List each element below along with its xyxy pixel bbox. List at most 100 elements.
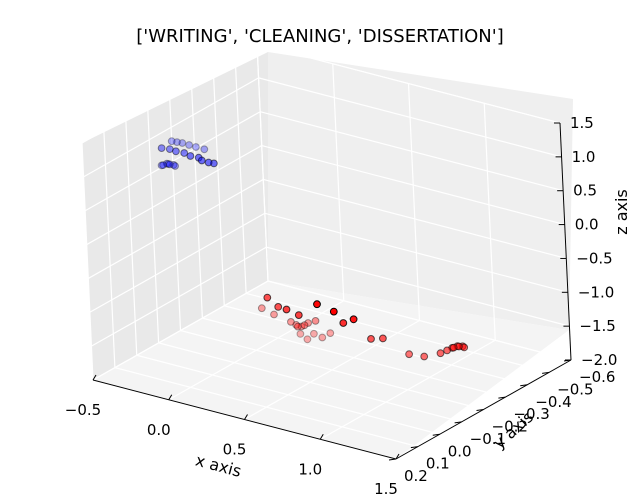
pane-edge [256, 43, 561, 124]
y-tick-label: −0.6 [579, 368, 615, 386]
z-tick-label: −0.5 [576, 249, 612, 267]
y-gridline-left [168, 93, 182, 331]
data-point-series-1 [296, 330, 305, 338]
y-tick-label: −0.5 [557, 380, 593, 398]
data-point-series-0 [180, 149, 189, 157]
z-gridline-back [263, 178, 567, 260]
y-gridline-floor [202, 317, 506, 398]
data-point-series-0 [197, 156, 206, 165]
data-point-series-0 [204, 158, 213, 167]
y-gridline-left [212, 68, 225, 306]
data-point-series-0 [167, 137, 176, 146]
z-axis-label: z axis [612, 189, 631, 235]
y-gridline-left [234, 56, 247, 294]
data-point-series-0 [159, 161, 168, 170]
x-gridline-back [332, 63, 345, 301]
z-tick-label: 1.0 [572, 148, 596, 166]
z-gridline-back [266, 246, 570, 327]
y-tick-label: 0.0 [448, 442, 472, 460]
data-points [157, 137, 469, 361]
data-point-series-0 [165, 160, 174, 169]
x-tick [395, 453, 400, 460]
data-point-series-1 [287, 318, 295, 326]
z-gridline-back [264, 212, 569, 293]
y-tick [542, 371, 550, 374]
x-gridline-back [407, 83, 421, 321]
data-point-series-0 [171, 162, 180, 170]
z-gridline-left [86, 145, 263, 246]
data-point-series-0 [165, 145, 174, 154]
y-tick [454, 421, 462, 424]
x-tick-label: −0.5 [65, 401, 101, 419]
data-point-series-1 [274, 303, 283, 311]
data-point-series-1 [367, 335, 375, 343]
z-gridline-left [83, 77, 259, 178]
data-point-series-1 [443, 346, 452, 355]
data-point-series-1 [270, 310, 278, 319]
z-gridline-left [91, 246, 267, 347]
data-point-series-1 [303, 335, 312, 344]
data-point-series-1 [292, 321, 301, 329]
z-gridline-back [267, 280, 572, 361]
x-tick-label: 0.5 [223, 441, 247, 459]
data-point-series-1 [318, 333, 327, 342]
data-point-series-1 [293, 322, 302, 331]
z-gridline-left [89, 212, 266, 313]
data-point-series-1 [420, 352, 429, 361]
data-point-series-0 [173, 138, 181, 147]
pane-edge [81, 43, 258, 144]
data-point-series-1 [311, 317, 320, 325]
y-tick [498, 396, 506, 399]
y-tick-label: 0.2 [404, 467, 428, 485]
z-gridline-left [84, 111, 261, 212]
y-tick-label: −0.4 [535, 393, 571, 411]
data-point-series-1 [349, 315, 358, 324]
data-point-series-0 [162, 159, 171, 168]
y-gridline-floor [224, 305, 528, 386]
y-gridline-left [125, 118, 138, 356]
y-tick-label: −0.2 [492, 418, 528, 436]
data-point-series-1 [300, 321, 309, 330]
x-tick [168, 394, 173, 401]
y-gridline-left [147, 105, 160, 343]
data-point-series-1 [297, 322, 306, 331]
z-tick-label: −2.0 [581, 351, 617, 369]
y-gridline-floor [245, 292, 550, 373]
x-tick [319, 433, 324, 440]
data-point-series-0 [192, 143, 200, 151]
y-gridline-left [103, 130, 116, 368]
y-tick [520, 384, 528, 387]
data-point-series-0 [186, 152, 195, 160]
y-gridline-floor [180, 329, 484, 411]
data-point-series-0 [157, 161, 166, 170]
data-point-series-1 [313, 300, 321, 309]
z-gridline-back [259, 111, 564, 192]
data-point-series-1 [263, 293, 272, 302]
data-point-series-1 [294, 311, 303, 320]
data-point-series-1 [326, 329, 335, 338]
x-tick [92, 374, 97, 381]
back-pane [268, 52, 573, 330]
x-gridline-back [483, 103, 496, 341]
data-point-series-1 [339, 319, 348, 327]
y-tick-label: −0.3 [513, 405, 549, 423]
y-gridline-left [81, 142, 94, 381]
y-gridline-floor [114, 367, 419, 448]
z-gridline-back [258, 77, 562, 158]
z-tick-label: −1.0 [578, 283, 614, 301]
x-tick-label: 1.5 [374, 480, 398, 498]
y-gridline-floor [158, 342, 462, 423]
y-tick-label: 0.1 [426, 455, 450, 473]
data-point-series-1 [257, 304, 266, 313]
y-tick [388, 458, 397, 461]
data-point-series-0 [164, 160, 173, 168]
data-point-series-1 [304, 319, 313, 327]
y-tick-label: −0.1 [470, 430, 506, 448]
y-tick [410, 446, 418, 449]
y-gridline-floor [136, 354, 440, 435]
y-gridline-left [190, 81, 203, 319]
data-point-series-1 [329, 307, 338, 316]
data-point-series-1 [405, 350, 414, 359]
data-point-series-0 [157, 144, 166, 153]
